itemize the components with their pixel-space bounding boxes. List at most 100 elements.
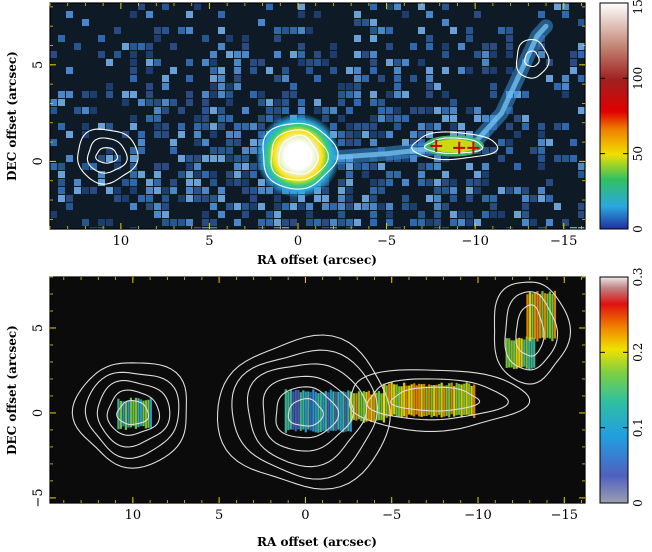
noise-pixel [154,187,161,194]
noise-pixel [394,115,401,122]
noise-pixel [370,35,377,42]
noise-pixel [530,147,537,154]
noise-pixel [306,211,313,218]
noise-pixel [338,99,345,106]
noise-pixel [354,51,361,58]
noise-pixel [282,107,289,114]
noise-pixel [322,227,329,229]
noise-pixel [266,187,273,194]
noise-pixel [442,19,449,26]
noise-pixel [346,187,353,194]
noise-pixel [378,27,385,34]
noise-pixel [410,219,417,226]
contour-line [116,400,150,426]
y-tick-label: 0 [31,409,46,417]
polarization-stripe [142,400,145,427]
polarization-stripe [405,385,408,418]
noise-pixel [338,203,345,210]
jet-knot-yellow [432,139,476,153]
noise-pixel [250,67,257,74]
noise-pixel [314,11,321,18]
noise-pixel [282,75,289,82]
noise-pixel [434,211,441,218]
noise-pixel [210,91,217,98]
noise-pixel [314,195,321,202]
noise-pixel [66,91,73,98]
noise-pixel [522,203,529,210]
noise-pixel [250,147,257,154]
noise-pixel [370,123,377,130]
noise-pixel [50,163,57,170]
polarization-stripe [360,392,363,422]
noise-pixel [426,195,433,202]
noise-pixel [354,123,361,130]
noise-pixel [162,211,169,218]
top-plot-frame [49,2,586,230]
noise-pixel [418,3,425,10]
noise-pixel [250,171,257,178]
noise-pixel [186,59,193,66]
noise-pixel [514,131,521,138]
polarization-stripe [362,391,365,424]
noise-pixel [578,171,585,178]
noise-pixel [522,219,529,226]
noise-pixel [210,195,217,202]
colorbar-tick-label: 0.3 [631,267,645,286]
noise-pixel [434,83,441,90]
polarization-stripe [433,385,436,416]
polarization-stripe [531,293,534,340]
noise-pixel [146,11,153,18]
noise-pixel [314,51,321,58]
polarization-stripe [518,337,521,368]
noise-pixel [258,187,265,194]
noise-pixel [234,163,241,170]
noise-pixel [210,227,217,229]
noise-pixel [210,51,217,58]
x-tick-label: 5 [205,234,213,249]
noise-pixel [458,123,465,130]
noise-pixel [298,107,305,114]
noise-pixel [466,211,473,218]
noise-pixel [226,171,233,178]
noise-pixel [50,99,57,106]
noise-pixel [186,99,193,106]
noise-pixel [482,43,489,50]
noise-pixel [482,211,489,218]
noise-pixel [242,163,249,170]
noise-pixel [210,179,217,186]
noise-pixel [306,67,313,74]
polarization-stripe [410,384,413,416]
noise-pixel [90,163,97,170]
noise-pixel [186,219,193,226]
noise-pixel [194,115,201,122]
noise-pixel [162,83,169,90]
contour-line [77,128,139,185]
noise-pixel [162,107,169,114]
noise-pixel [282,227,289,229]
noise-pixel [50,211,57,218]
noise-pixel [346,83,353,90]
noise-pixel [402,91,409,98]
polarization-stripe [139,399,143,427]
noise-pixel [218,187,225,194]
noise-pixel [370,115,377,122]
noise-pixel [578,203,585,210]
polarization-stripe [548,291,552,339]
noise-pixel [370,51,377,58]
noise-pixel [506,35,513,42]
noise-pixel [466,195,473,202]
noise-pixel [138,131,145,138]
noise-pixel [450,123,457,130]
polarization-stripe [127,400,130,428]
noise-pixel [194,227,201,229]
noise-pixel [234,155,241,162]
noise-pixel [98,227,105,229]
noise-pixel [250,91,257,98]
polarization-stripe [329,389,332,431]
noise-pixel [466,67,473,74]
contour-line [106,389,161,436]
noise-pixel [338,211,345,218]
noise-pixel [378,107,385,114]
noise-pixel [242,187,249,194]
noise-pixel [442,43,449,50]
